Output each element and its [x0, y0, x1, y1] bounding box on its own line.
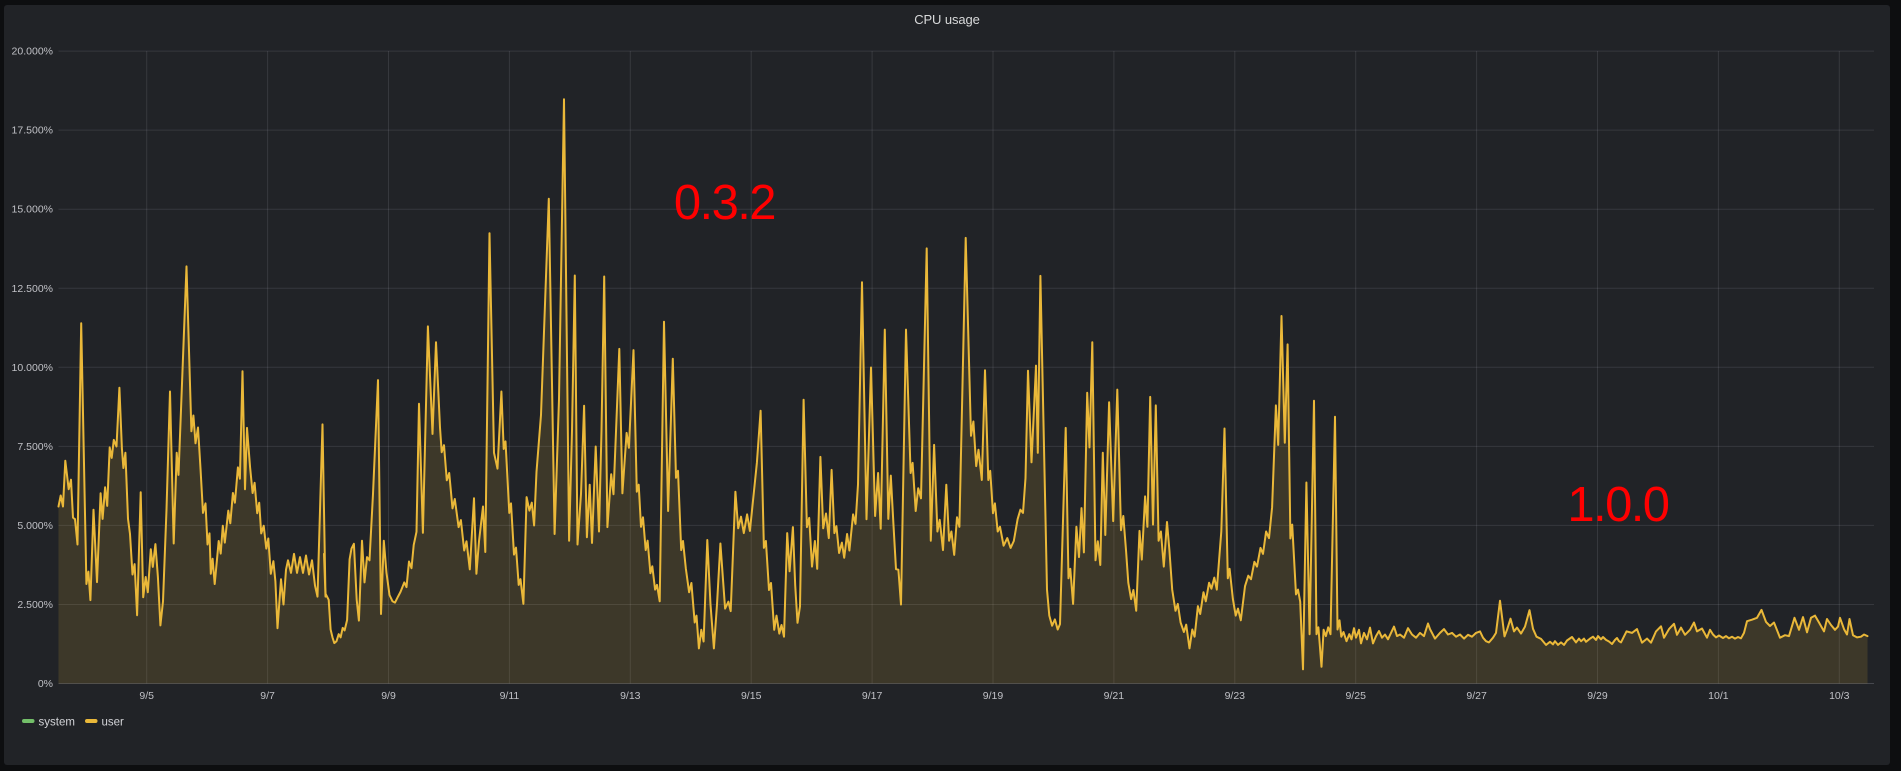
svg-text:10/1: 10/1 — [1708, 690, 1729, 702]
svg-text:user: user — [102, 717, 125, 729]
svg-text:10.000%: 10.000% — [12, 362, 53, 374]
svg-text:7.500%: 7.500% — [17, 441, 53, 453]
svg-text:9/7: 9/7 — [260, 690, 275, 702]
svg-text:9/13: 9/13 — [620, 690, 641, 702]
svg-text:9/9: 9/9 — [381, 690, 396, 702]
svg-text:0.3.2: 0.3.2 — [674, 176, 775, 230]
svg-text:12.500%: 12.500% — [12, 283, 53, 295]
svg-text:2.500%: 2.500% — [17, 599, 53, 611]
svg-text:1.0.0: 1.0.0 — [1567, 478, 1668, 532]
svg-text:9/23: 9/23 — [1225, 690, 1246, 702]
svg-text:9/21: 9/21 — [1104, 690, 1125, 702]
svg-text:9/15: 9/15 — [741, 690, 762, 702]
svg-text:system: system — [39, 717, 75, 729]
svg-text:9/17: 9/17 — [862, 690, 883, 702]
svg-text:9/25: 9/25 — [1345, 690, 1366, 702]
svg-text:20.000%: 20.000% — [12, 46, 53, 58]
svg-text:9/27: 9/27 — [1466, 690, 1487, 702]
svg-text:9/11: 9/11 — [500, 690, 520, 702]
svg-text:9/29: 9/29 — [1587, 690, 1608, 702]
svg-text:0%: 0% — [38, 678, 53, 690]
svg-text:15.000%: 15.000% — [12, 204, 53, 216]
svg-text:5.000%: 5.000% — [17, 520, 53, 532]
svg-text:9/5: 9/5 — [139, 690, 154, 702]
svg-text:9/19: 9/19 — [983, 690, 1004, 702]
svg-text:10/3: 10/3 — [1829, 690, 1850, 702]
svg-text:17.500%: 17.500% — [12, 125, 53, 137]
